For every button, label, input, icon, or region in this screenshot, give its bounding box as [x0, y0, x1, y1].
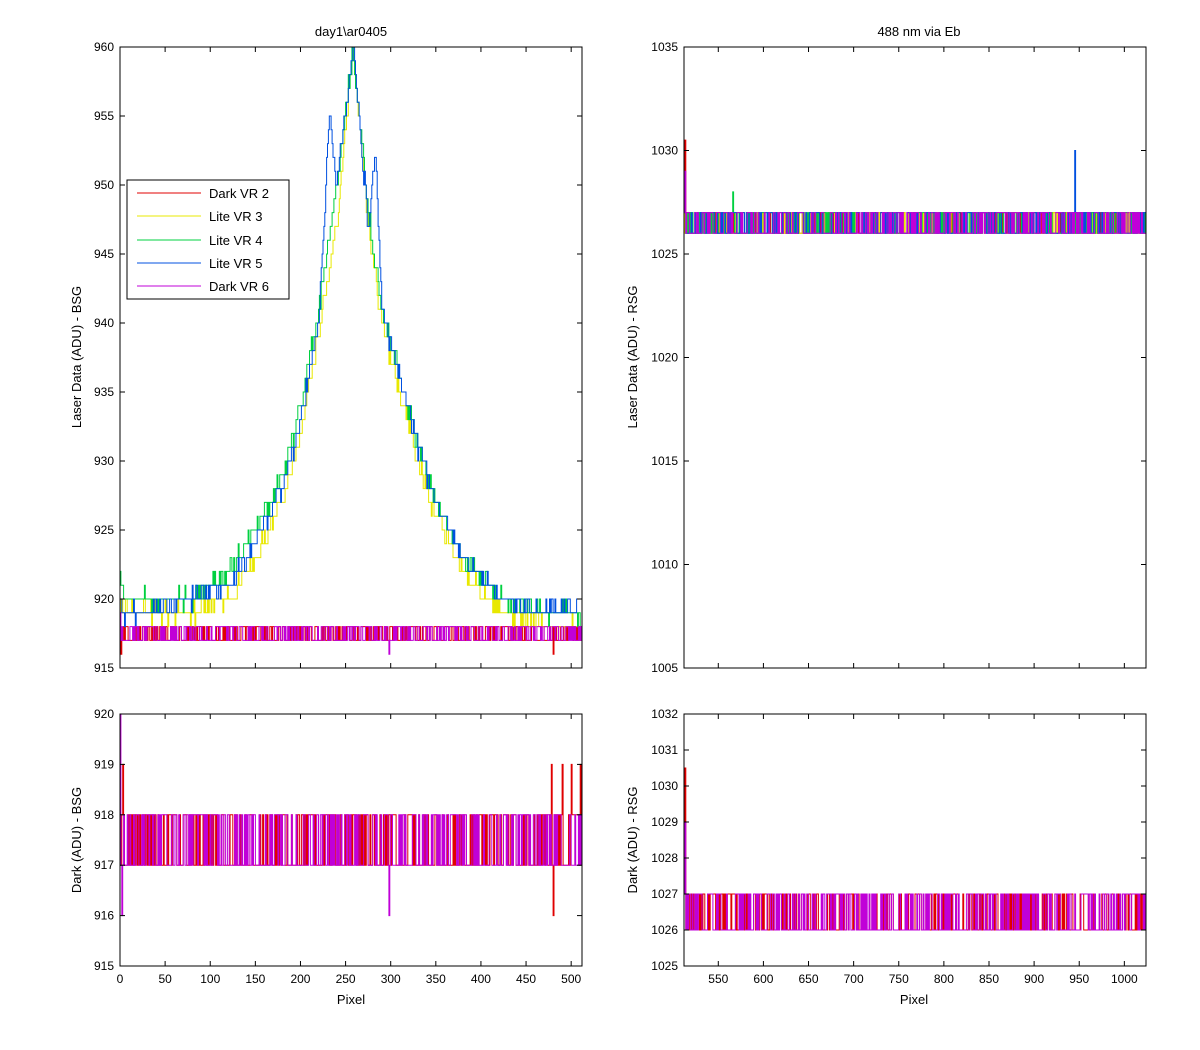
title-top-right: 488 nm via Eb — [877, 24, 960, 39]
ytick-label-bottom_right: 1029 — [651, 815, 678, 829]
series-group-bottom_right — [684, 767, 1146, 931]
xtick-label-bottom_left: 450 — [516, 972, 536, 986]
series-line-lite-vr-5-top_left — [120, 47, 582, 628]
ytick-label-top_right: 1020 — [651, 351, 678, 365]
ytick-label-bottom_right: 1025 — [651, 959, 678, 973]
xtick-label-bottom_right: 650 — [799, 972, 819, 986]
ylabel-top-right: Laser Data (ADU) - RSG — [625, 285, 640, 428]
title-top-left: day1\ar0405 — [315, 24, 387, 39]
xtick-label-bottom_left: 350 — [426, 972, 446, 986]
ytick-label-top_left: 955 — [94, 109, 114, 123]
ytick-label-top_left: 920 — [94, 592, 114, 606]
xtick-label-bottom_left: 50 — [158, 972, 172, 986]
ytick-label-bottom_left: 920 — [94, 707, 114, 721]
xtick-label-bottom_left: 400 — [471, 972, 491, 986]
panel-top-left: 915 920 925 930 935 940 945 950 955 960 — [94, 40, 583, 675]
ytick-label-top_right: 1035 — [651, 40, 678, 54]
xtick-label-bottom_left: 200 — [290, 972, 310, 986]
axes-frame-bottom_left — [119, 713, 583, 967]
ytick-label-top_right: 1025 — [651, 247, 678, 261]
ytick-label-bottom_right: 1030 — [651, 779, 678, 793]
xtick-label-bottom_right: 800 — [934, 972, 954, 986]
ytick-label-top_right: 1030 — [651, 144, 678, 158]
ytick-label-top_left: 935 — [94, 385, 114, 399]
xtick-label-bottom_right: 850 — [979, 972, 999, 986]
xtick-label-bottom_left: 500 — [561, 972, 581, 986]
ytick-label-top_left: 925 — [94, 523, 114, 537]
ytick-label-bottom_right: 1031 — [651, 743, 678, 757]
ytick-label-top_left: 950 — [94, 178, 114, 192]
ylabel-top-left: Laser Data (ADU) - BSG — [69, 286, 84, 428]
xtick-label-bottom_left: 300 — [381, 972, 401, 986]
ytick-label-top_left: 940 — [94, 316, 114, 330]
panel-top-right: 1005 1010 1015 1020 1025 1030 1035 — [651, 40, 1147, 675]
ytick-label-bottom_right: 1032 — [651, 707, 678, 721]
ytick-label-bottom_right: 1027 — [651, 887, 678, 901]
panel-bottom-left: 915 916 917 918 919 920 0 50 100 150 200 250 300 350 4… — [94, 707, 583, 986]
series-line-dark-vr-6-top_left — [120, 612, 582, 655]
series-group-top_right — [684, 139, 1146, 234]
ytick-label-top_left: 930 — [94, 454, 114, 468]
series-line-dark-vr-6-bottom_right — [684, 821, 1146, 931]
xtick-label-bottom_right: 1000 — [1111, 972, 1138, 986]
xtick-label-bottom_right: 750 — [889, 972, 909, 986]
series-line-dark-vr-6-top_right — [684, 170, 1146, 234]
ytick-label-top_left: 915 — [94, 661, 114, 675]
xtick-label-bottom_right: 700 — [844, 972, 864, 986]
xtick-label-bottom_right: 950 — [1069, 972, 1089, 986]
legend-label-lite-vr-4: Lite VR 4 — [209, 233, 262, 248]
series-line-dark-vr-6-bottom_left — [120, 714, 582, 917]
ytick-label-bottom_right: 1026 — [651, 923, 678, 937]
ylabel-bottom-left: Dark (ADU) - BSG — [69, 787, 84, 893]
ylabel-bottom-right: Dark (ADU) - RSG — [625, 787, 640, 894]
ytick-label-bottom_left: 917 — [94, 858, 114, 872]
ytick-label-bottom_left: 918 — [94, 808, 114, 822]
ytick-label-top_left: 945 — [94, 247, 114, 261]
xtick-label-bottom_left: 100 — [200, 972, 220, 986]
legend-label-dark-vr-6: Dark VR 6 — [209, 279, 269, 294]
xtick-label-bottom_right: 550 — [708, 972, 728, 986]
ytick-label-top_right: 1015 — [651, 454, 678, 468]
legend: Dark VR 2 Lite VR 3 Lite VR 4 Lite VR 5 … — [126, 179, 290, 300]
ytick-label-top_right: 1010 — [651, 558, 678, 572]
ytick-label-bottom_left: 916 — [94, 909, 114, 923]
xtick-label-bottom_right: 600 — [753, 972, 773, 986]
xtick-label-bottom_right: 900 — [1024, 972, 1044, 986]
legend-label-dark-vr-2: Dark VR 2 — [209, 186, 269, 201]
series-group-top_left — [120, 47, 582, 655]
axes-frame-top_left — [119, 46, 583, 669]
xtick-label-bottom_left: 150 — [245, 972, 265, 986]
ytick-label-top_left: 960 — [94, 40, 114, 54]
panel-bottom-right: 1025 1026 1027 1028 1029 1030 1031 1032 550 600 65… — [651, 707, 1147, 986]
legend-label-lite-vr-3: Lite VR 3 — [209, 209, 262, 224]
ytick-label-top_right: 1005 — [651, 661, 678, 675]
series-line-lite-vr-4-top_left — [120, 47, 582, 628]
xlabel-bottom-right: Pixel — [900, 992, 928, 1007]
ytick-label-bottom_left: 919 — [94, 757, 114, 771]
series-group-bottom_left — [120, 714, 582, 917]
xlabel-bottom-left: Pixel — [337, 992, 365, 1007]
ytick-label-bottom_left: 915 — [94, 959, 114, 973]
xtick-label-bottom_left: 0 — [117, 972, 124, 986]
axes-frame-bottom_right — [683, 713, 1147, 967]
xtick-label-bottom_left: 250 — [336, 972, 356, 986]
ytick-label-bottom_right: 1028 — [651, 851, 678, 865]
legend-label-lite-vr-5: Lite VR 5 — [209, 256, 262, 271]
